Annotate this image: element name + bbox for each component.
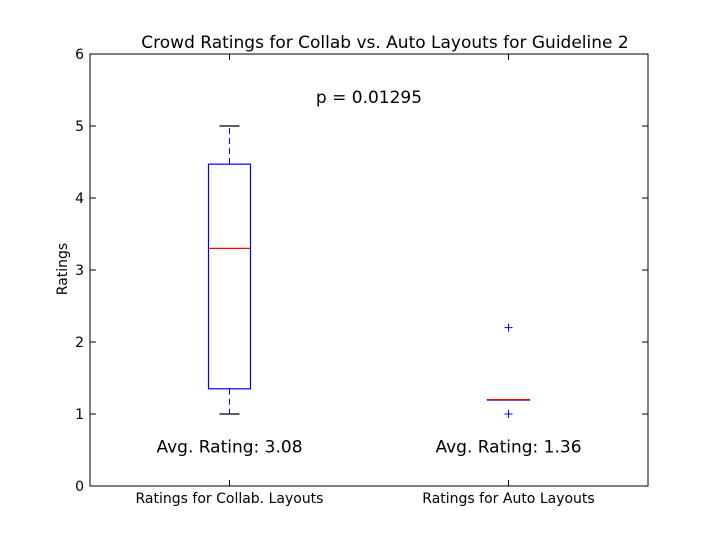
x-tick-label: Ratings for Collab. Layouts	[136, 491, 324, 507]
annotation: p = 0.01295	[316, 88, 422, 108]
outlier-point	[504, 410, 513, 418]
y-tick-label: 0	[75, 479, 84, 495]
plot-area: 0 1 2 3 4 5 6 Ratings for Collab. Layouts Rating…	[75, 47, 648, 507]
y-tick-label: 6	[75, 47, 84, 63]
x-tick-label: Ratings for Auto Layouts	[422, 491, 594, 507]
annotation: Avg. Rating: 1.36	[435, 437, 581, 457]
outlier-point	[504, 323, 513, 332]
box-2	[486, 323, 531, 418]
y-tick-label: 2	[75, 335, 84, 351]
y-tick-label: 4	[75, 191, 84, 207]
y-tick-label: 3	[75, 263, 84, 279]
plot-frame	[89, 53, 649, 487]
chart-title: Crowd Ratings for Collab vs. Auto Layout…	[141, 33, 628, 53]
box-iqr	[207, 163, 252, 390]
y-axis-label: Ratings	[55, 243, 71, 295]
y-tick-label: 5	[75, 119, 84, 135]
annotation: Avg. Rating: 3.08	[156, 437, 302, 457]
box-1	[207, 125, 252, 415]
y-tick-label: 1	[75, 407, 84, 423]
